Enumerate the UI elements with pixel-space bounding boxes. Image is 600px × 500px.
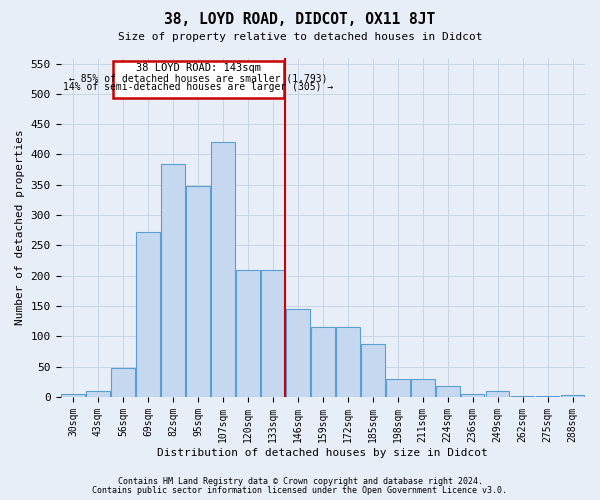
Bar bbox=[61, 394, 85, 397]
Text: Size of property relative to detached houses in Didcot: Size of property relative to detached ho… bbox=[118, 32, 482, 42]
Bar bbox=[386, 379, 410, 397]
X-axis label: Distribution of detached houses by size in Didcot: Distribution of detached houses by size … bbox=[157, 448, 488, 458]
Bar bbox=[361, 344, 385, 397]
Bar bbox=[161, 164, 185, 397]
Bar bbox=[560, 395, 584, 397]
Bar bbox=[136, 232, 160, 397]
Bar bbox=[261, 270, 284, 397]
Text: 38, LOYD ROAD, DIDCOT, OX11 8JT: 38, LOYD ROAD, DIDCOT, OX11 8JT bbox=[164, 12, 436, 28]
Bar bbox=[336, 328, 359, 397]
Bar bbox=[486, 391, 509, 397]
Bar bbox=[286, 309, 310, 397]
Bar bbox=[236, 270, 260, 397]
Bar bbox=[211, 142, 235, 397]
Bar bbox=[461, 394, 484, 397]
Bar bbox=[536, 396, 559, 397]
Text: Contains public sector information licensed under the Open Government Licence v3: Contains public sector information licen… bbox=[92, 486, 508, 495]
Bar bbox=[86, 391, 110, 397]
Text: 38 LOYD ROAD: 143sqm: 38 LOYD ROAD: 143sqm bbox=[136, 64, 261, 74]
FancyBboxPatch shape bbox=[113, 60, 284, 98]
Bar bbox=[311, 328, 335, 397]
Bar bbox=[111, 368, 135, 397]
Bar bbox=[436, 386, 460, 397]
Bar bbox=[186, 186, 210, 397]
Bar bbox=[411, 379, 434, 397]
Bar bbox=[511, 396, 535, 397]
Y-axis label: Number of detached properties: Number of detached properties bbox=[15, 130, 25, 325]
Text: Contains HM Land Registry data © Crown copyright and database right 2024.: Contains HM Land Registry data © Crown c… bbox=[118, 477, 482, 486]
Text: ← 85% of detached houses are smaller (1,793): ← 85% of detached houses are smaller (1,… bbox=[69, 73, 328, 83]
Text: 14% of semi-detached houses are larger (305) →: 14% of semi-detached houses are larger (… bbox=[64, 82, 334, 92]
